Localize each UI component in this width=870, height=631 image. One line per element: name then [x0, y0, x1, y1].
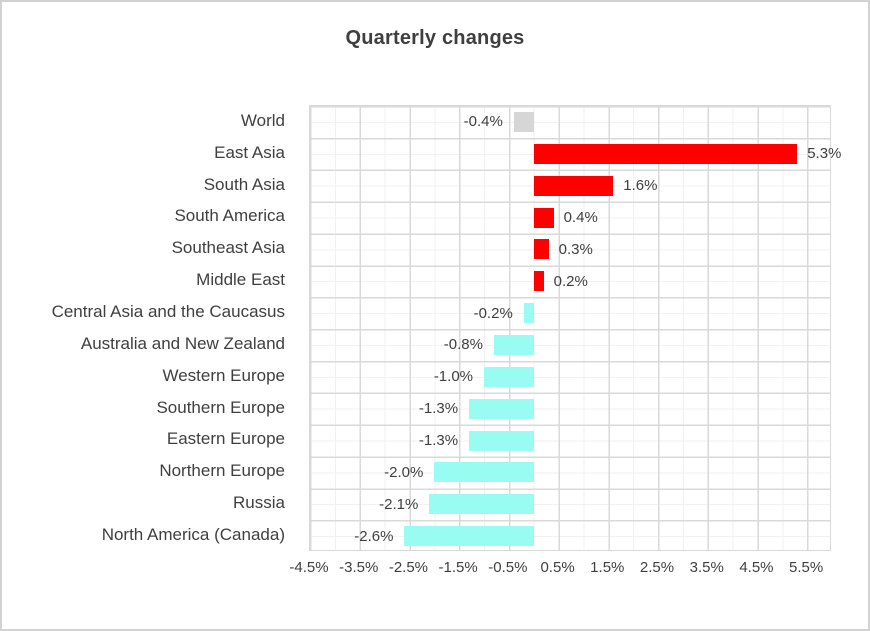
bar-value-label: -0.4%: [463, 113, 503, 131]
bar-value-label: 5.3%: [807, 145, 842, 163]
bar: [469, 430, 534, 451]
bar-value-label: -0.8%: [443, 336, 483, 354]
bar: [434, 462, 534, 483]
category-label: Southeast Asia: [171, 238, 285, 258]
bar-value-label: -2.0%: [384, 463, 424, 481]
bar-value-label: 1.6%: [623, 177, 658, 195]
bar: [523, 303, 534, 324]
bar: [533, 207, 554, 228]
x-tick-label: -0.5%: [488, 559, 528, 576]
bar-value-label: 0.3%: [558, 240, 593, 258]
category-label: North America (Canada): [101, 524, 285, 544]
bar: [429, 494, 534, 515]
x-tick-label: 3.5%: [689, 559, 724, 576]
chart-title: Quarterly changes: [345, 27, 525, 49]
bar-value-label: -1.3%: [418, 400, 459, 418]
bar-value-label: -2.1%: [379, 495, 419, 513]
bar: [493, 334, 534, 355]
category-label: Southern Europe: [156, 397, 285, 417]
bar-value-label: -2.6%: [354, 527, 394, 545]
x-tick-label: 4.5%: [739, 559, 774, 576]
category-axis: World East Asia South Asia South America Sou…: [2, 105, 297, 551]
bar: [484, 366, 534, 387]
x-tick-label: -3.5%: [339, 559, 379, 576]
category-label: Western Europe: [162, 365, 285, 385]
bar: [469, 398, 534, 419]
category-label: Russia: [233, 493, 285, 513]
category-label: East Asia: [214, 142, 285, 162]
category-label: Middle East: [196, 270, 285, 290]
x-tick-label: -1.5%: [438, 559, 478, 576]
category-label: Eastern Europe: [166, 429, 285, 449]
x-tick-label: 5.5%: [789, 559, 824, 576]
category-label: World: [240, 110, 285, 130]
bar: [533, 271, 544, 292]
bar-value-label: -1.0%: [433, 368, 473, 386]
x-tick-label: 2.5%: [639, 559, 675, 576]
category-label: South America: [174, 206, 285, 226]
bar: [533, 143, 798, 164]
bar-value-label: -0.2%: [473, 304, 513, 322]
value-axis: -4.5% -3.5% -2.5% -1.5% -0.5% 0.5% 1.5% 2.5% 3.5…: [289, 559, 831, 583]
bar-value-label: 0.4%: [563, 208, 598, 226]
category-label: South Asia: [203, 174, 285, 194]
bar: [533, 239, 549, 260]
bar: [404, 526, 534, 547]
bar: [533, 175, 614, 196]
bar: [513, 111, 534, 132]
plot-area: -0.4% 5.3% 1.6% 0.4% 0.3% 0.2% -0.2% -0.8% -1.0%…: [309, 105, 841, 551]
x-tick-label: 0.5%: [540, 559, 575, 576]
x-tick-label: -2.5%: [388, 559, 429, 576]
x-tick-label: -4.5%: [289, 559, 329, 576]
x-tick-label: 1.5%: [590, 559, 625, 576]
bar-value-label: -1.3%: [418, 431, 459, 449]
category-label: Central Asia and the Caucasus: [51, 301, 285, 321]
category-label: Australia and New Zealand: [80, 333, 285, 353]
bar-value-label: 0.2%: [553, 272, 588, 290]
category-label: Northern Europe: [159, 461, 285, 481]
